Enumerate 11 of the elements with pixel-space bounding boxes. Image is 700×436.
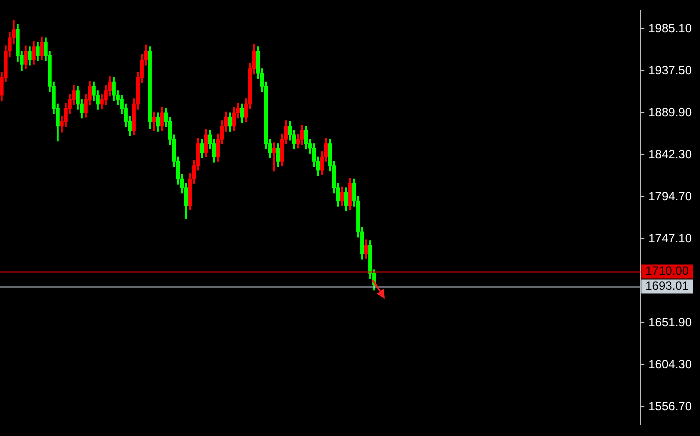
y-tick-label: 1842.30 [648, 147, 692, 162]
ref-line-label: 1710.00 [646, 264, 690, 278]
ref-line-label: 1693.01 [646, 279, 690, 294]
y-tick-label: 1604.30 [648, 357, 692, 372]
y-tick-label: 1556.70 [648, 399, 692, 414]
y-tick-label: 1937.50 [648, 63, 692, 78]
y-tick-label: 1747.10 [648, 231, 692, 246]
y-tick-label: 1794.70 [648, 189, 692, 204]
y-tick-label: 1889.90 [648, 105, 692, 120]
y-tick-label: 1651.90 [648, 315, 692, 330]
y-tick-label: 1985.10 [648, 22, 692, 36]
